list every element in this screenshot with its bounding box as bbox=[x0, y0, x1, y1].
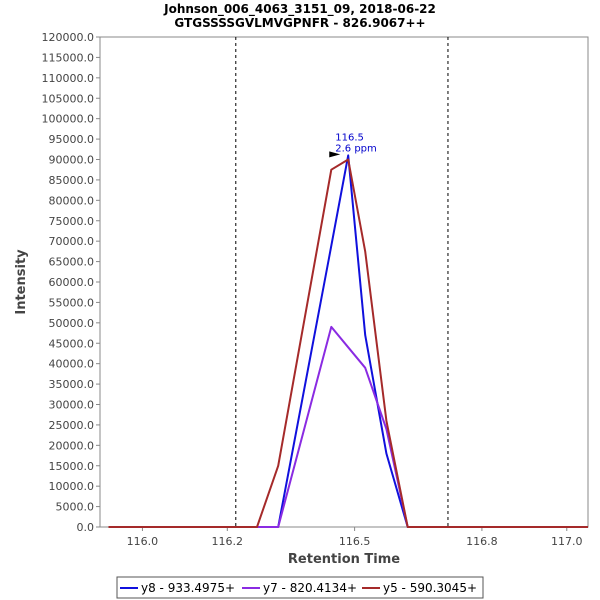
y-tick-label: 75000.0 bbox=[49, 215, 95, 228]
legend-label: y7 - 820.4134+ bbox=[263, 581, 357, 595]
y-tick-label: 40000.0 bbox=[49, 358, 95, 371]
y-tick-label: 55000.0 bbox=[49, 296, 95, 309]
y-tick-label: 0.0 bbox=[77, 521, 95, 534]
y-axis-label: Intensity bbox=[14, 249, 29, 315]
series-group bbox=[108, 154, 588, 528]
x-tick-label: 117.0 bbox=[551, 535, 583, 548]
peak-annotation: 116.5 2.6 ppm bbox=[329, 132, 377, 158]
y-axis: 0.0 5000.0 10000.0 15000.0 20000.0 25000.0 300… bbox=[42, 31, 100, 534]
y-tick-label: 100000.0 bbox=[42, 113, 95, 126]
plot-area bbox=[99, 36, 589, 528]
x-tick-label: 116.0 bbox=[127, 535, 159, 548]
annotation-mass-error: 2.6 ppm bbox=[335, 143, 377, 154]
legend: y8 - 933.4975+ y7 - 820.4134+ y5 - 590.304… bbox=[116, 576, 484, 599]
y-tick-label: 60000.0 bbox=[49, 276, 95, 289]
y-tick-label: 25000.0 bbox=[49, 419, 95, 432]
y-tick-label: 10000.0 bbox=[49, 480, 95, 493]
legend-label: y8 - 933.4975+ bbox=[141, 581, 235, 595]
y-tick-label: 20000.0 bbox=[49, 439, 95, 452]
series-line-3 bbox=[108, 158, 588, 528]
y-tick-label: 70000.0 bbox=[49, 235, 95, 248]
y-tick-label: 115000.0 bbox=[42, 51, 95, 64]
y-tick-label: 110000.0 bbox=[42, 72, 95, 85]
y-tick-label: 105000.0 bbox=[42, 92, 95, 105]
y-tick-label: 85000.0 bbox=[49, 174, 95, 187]
annotation-retention-time: 116.5 bbox=[335, 132, 364, 143]
y-tick-label: 35000.0 bbox=[49, 378, 95, 391]
y-tick-label: 95000.0 bbox=[49, 133, 95, 146]
integration-boundaries bbox=[235, 37, 449, 527]
x-axis: 116.0 116.2 116.5 116.8 117.0 bbox=[127, 527, 583, 548]
y-tick-label: 120000.0 bbox=[42, 31, 95, 44]
y-tick-label: 5000.0 bbox=[56, 501, 95, 514]
chart-title: Johnson_006_4063_3151_09, 2018-06-22 bbox=[163, 2, 436, 17]
y-tick-label: 30000.0 bbox=[49, 399, 95, 412]
y-tick-label: 45000.0 bbox=[49, 337, 95, 350]
y-tick-label: 15000.0 bbox=[49, 460, 95, 473]
legend-label: y5 - 590.3045+ bbox=[383, 581, 477, 595]
x-axis-label: Retention Time bbox=[288, 552, 400, 567]
legend-box bbox=[116, 576, 484, 599]
x-tick-label: 116.2 bbox=[212, 535, 244, 548]
x-tick-label: 116.5 bbox=[339, 535, 371, 548]
y-tick-label: 80000.0 bbox=[49, 194, 95, 207]
x-tick-label: 116.8 bbox=[466, 535, 498, 548]
chart-subtitle: GTGSSSSGVLMVGPNFR - 826.9067++ bbox=[174, 16, 425, 30]
y-tick-label: 65000.0 bbox=[49, 256, 95, 269]
y-tick-label: 50000.0 bbox=[49, 317, 95, 330]
y-tick-label: 90000.0 bbox=[49, 154, 95, 167]
peak-marker-icon bbox=[329, 151, 341, 158]
